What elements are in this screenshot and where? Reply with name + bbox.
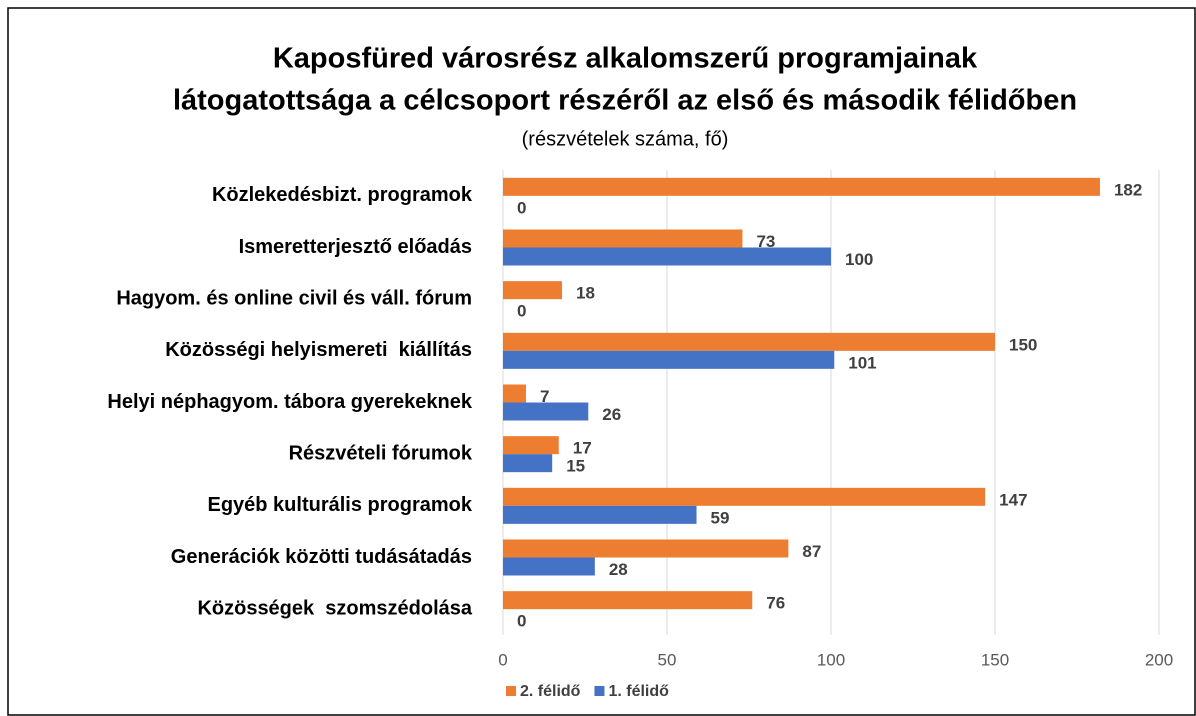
data-label: 17 — [573, 439, 592, 458]
bar — [503, 384, 526, 403]
bar — [503, 539, 789, 558]
data-label: 59 — [711, 508, 730, 527]
data-label: 100 — [845, 250, 873, 269]
bar — [503, 557, 595, 576]
x-tick-label: 150 — [981, 650, 1009, 669]
bar — [503, 591, 753, 610]
bar — [503, 281, 563, 300]
data-label: 182 — [1114, 180, 1142, 199]
legend-label: 2. félidő — [520, 683, 581, 700]
bar — [503, 402, 589, 421]
category-label: Ismeretterjesztő előadás — [239, 236, 472, 258]
category-label: Részvételi fórumok — [289, 442, 473, 464]
data-label: 28 — [609, 560, 628, 579]
category-label: Közösségek szomszédolása — [197, 597, 472, 619]
data-label: 0 — [517, 612, 526, 631]
bar — [503, 332, 995, 351]
data-label: 0 — [517, 302, 526, 321]
data-label: 73 — [756, 232, 775, 251]
chart-title: látogatottsága a célcsoport részéről az … — [173, 85, 1077, 117]
x-tick-label: 200 — [1145, 650, 1173, 669]
x-tick-label: 100 — [817, 650, 845, 669]
bar — [503, 350, 835, 369]
data-label: 18 — [576, 284, 595, 303]
bar — [503, 505, 697, 524]
bar — [503, 436, 559, 455]
data-label: 147 — [999, 490, 1027, 509]
x-tick-label: 50 — [658, 650, 677, 669]
category-label: Közlekedésbizt. programok — [212, 184, 473, 206]
category-label: Generációk közötti tudásátadás — [171, 546, 472, 568]
legend-swatch — [506, 686, 516, 696]
data-label: 0 — [517, 198, 526, 217]
category-label: Közösségi helyismereti kiállítás — [165, 339, 472, 361]
category-label: Egyéb kulturális programok — [207, 494, 472, 516]
legend-swatch — [594, 686, 605, 696]
bar — [503, 487, 986, 506]
data-label: 87 — [802, 542, 821, 561]
data-label: 26 — [602, 405, 621, 424]
data-label: 150 — [1009, 335, 1037, 354]
data-label: 15 — [566, 457, 585, 476]
data-label: 7 — [540, 387, 549, 406]
chart-title: Kaposfüred városrész alkalomszerű progra… — [273, 43, 978, 75]
data-label: 101 — [848, 353, 876, 372]
bar — [503, 229, 743, 248]
category-label: Hagyom. és online civil és váll. fórum — [116, 287, 472, 309]
bar — [503, 247, 831, 266]
legend-label: 1. félidő — [608, 683, 669, 700]
x-tick-label: 0 — [498, 650, 507, 669]
data-label: 76 — [766, 594, 785, 613]
category-label: Helyi néphagyom. tábora gyerekeknek — [107, 391, 472, 413]
bar — [503, 454, 553, 473]
chart-subtitle: (részvételek száma, fő) — [522, 128, 729, 150]
bar — [503, 177, 1100, 196]
